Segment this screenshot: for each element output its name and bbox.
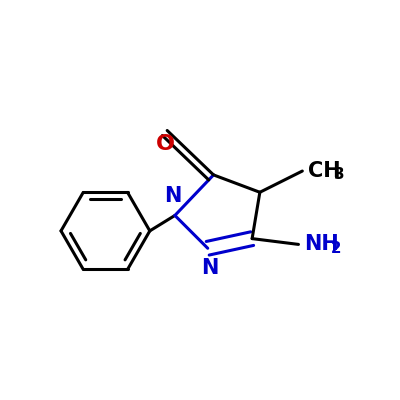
Text: N: N — [164, 186, 182, 206]
Text: NH: NH — [304, 234, 339, 254]
Text: CH: CH — [308, 161, 341, 181]
Text: 2: 2 — [331, 241, 342, 256]
Text: O: O — [156, 134, 175, 154]
Text: 3: 3 — [334, 168, 345, 182]
Text: N: N — [201, 258, 218, 278]
